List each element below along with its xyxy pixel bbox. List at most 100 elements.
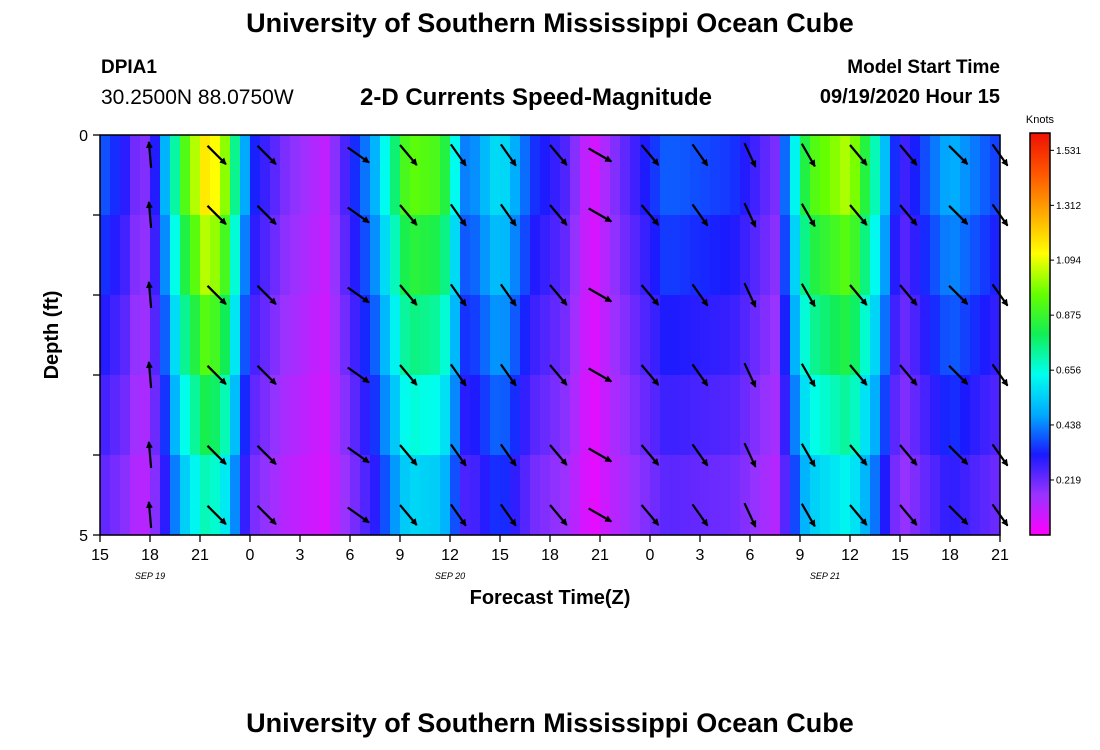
heatmap-cell: [590, 295, 601, 376]
heatmap-cell: [790, 215, 801, 296]
heatmap-cell: [560, 215, 571, 296]
heatmap-cell: [770, 375, 781, 456]
heatmap-cell: [120, 215, 131, 296]
current-vector: [549, 364, 568, 386]
heatmap-cell: [420, 375, 431, 456]
heatmap-cell: [240, 215, 251, 296]
heatmap-cell: [240, 135, 251, 216]
heatmap-cell: [900, 215, 911, 296]
heatmap-cell: [600, 455, 611, 536]
heatmap-cell: [400, 375, 411, 456]
heatmap-cell: [330, 135, 341, 216]
heatmap-cell: [300, 455, 311, 536]
heatmap-cell: [650, 135, 661, 216]
heatmap-cell: [210, 455, 221, 536]
heatmap-cell: [940, 295, 951, 376]
heatmap-cell: [260, 375, 271, 456]
heatmap-cell: [710, 295, 721, 376]
x-tick-label: 12: [441, 547, 459, 564]
heatmap-cell: [170, 375, 181, 456]
heatmap-cell: [100, 455, 111, 536]
heatmap-cell: [110, 295, 121, 376]
heatmap-cell: [890, 455, 901, 536]
heatmap-cell: [910, 135, 921, 216]
heatmap-cell: [150, 135, 161, 216]
heatmap-cell: [330, 215, 341, 296]
current-vector: [347, 446, 370, 464]
current-vector: [450, 503, 467, 527]
date-label: SEP 21: [810, 571, 840, 581]
heatmap-cell: [360, 375, 371, 456]
heatmap-cell: [300, 215, 311, 296]
heatmap-cell: [210, 295, 221, 376]
current-vector: [347, 366, 370, 384]
heatmap-cell: [290, 375, 301, 456]
x-tick-label: 18: [941, 547, 959, 564]
heatmap-cell: [370, 455, 381, 536]
heatmap-cell: [140, 375, 151, 456]
colorbar: Knots 1.531 1.312 1.094 0.875 0.656 0.438 0.219: [1026, 114, 1081, 536]
heatmap-cell: [400, 455, 411, 536]
x-tick-label: 3: [296, 547, 305, 564]
current-vector: [691, 283, 709, 307]
heatmap-cell: [860, 135, 871, 216]
heatmap-cell: [250, 215, 261, 296]
heatmap-cell: [730, 295, 741, 376]
heatmap-cell: [830, 455, 841, 536]
heatmap-cell: [520, 295, 531, 376]
heatmap-cell: [930, 455, 941, 536]
current-vector: [691, 143, 709, 167]
heatmap-cell: [570, 295, 581, 376]
heatmap-cell: [670, 295, 681, 376]
heatmap-cell: [910, 295, 921, 376]
heatmap-cell: [580, 135, 591, 216]
x-tick-label: 15: [491, 547, 509, 564]
heatmap-cell: [490, 295, 501, 376]
heatmap-cell: [120, 295, 131, 376]
heatmap-cell: [350, 455, 361, 536]
heatmap-cell: [230, 215, 241, 296]
heatmap-cell: [560, 295, 571, 376]
current-vector: [588, 207, 613, 223]
heatmap-cell: [390, 215, 401, 296]
heatmap-cell: [760, 455, 771, 536]
heatmap-cell: [560, 455, 571, 536]
heatmap-cell: [850, 215, 861, 296]
heatmap-cell: [930, 295, 941, 376]
station-coords: 30.2500N 88.0750W: [101, 86, 294, 109]
heatmap-cell: [680, 375, 691, 456]
heatmap-cell: [180, 215, 191, 296]
current-vector: [500, 203, 517, 227]
heatmap-cell: [630, 215, 641, 296]
heatmap-cell: [580, 215, 591, 296]
heatmap-cell: [510, 215, 521, 296]
heatmap-cell: [310, 455, 321, 536]
current-vector: [399, 504, 418, 526]
heatmap-cell: [500, 135, 511, 216]
heatmap-cell: [840, 135, 851, 216]
current-vector: [256, 145, 277, 165]
heatmap-cell: [780, 135, 791, 216]
current-vector: [206, 205, 227, 225]
heatmap-cell: [450, 375, 461, 456]
heatmap-cell: [330, 295, 341, 376]
current-vector: [500, 363, 517, 387]
current-vector: [640, 444, 660, 466]
heatmap-cell: [820, 215, 831, 296]
heatmap-cell: [300, 295, 311, 376]
heatmap-cell: [370, 295, 381, 376]
heatmap-cell: [650, 455, 661, 536]
heatmap-cell: [130, 375, 141, 456]
current-vector: [206, 445, 227, 465]
heatmap-cell: [240, 295, 251, 376]
heatmap-cell: [660, 135, 671, 216]
heatmap-cell: [140, 215, 151, 296]
heatmap-cell: [940, 375, 951, 456]
heatmap-cell: [650, 295, 661, 376]
current-vector: [256, 365, 277, 385]
heatmap-cell: [440, 455, 451, 536]
heatmap-cell: [960, 455, 971, 536]
heatmap-cell: [880, 215, 891, 296]
heatmap-cell: [540, 215, 551, 296]
